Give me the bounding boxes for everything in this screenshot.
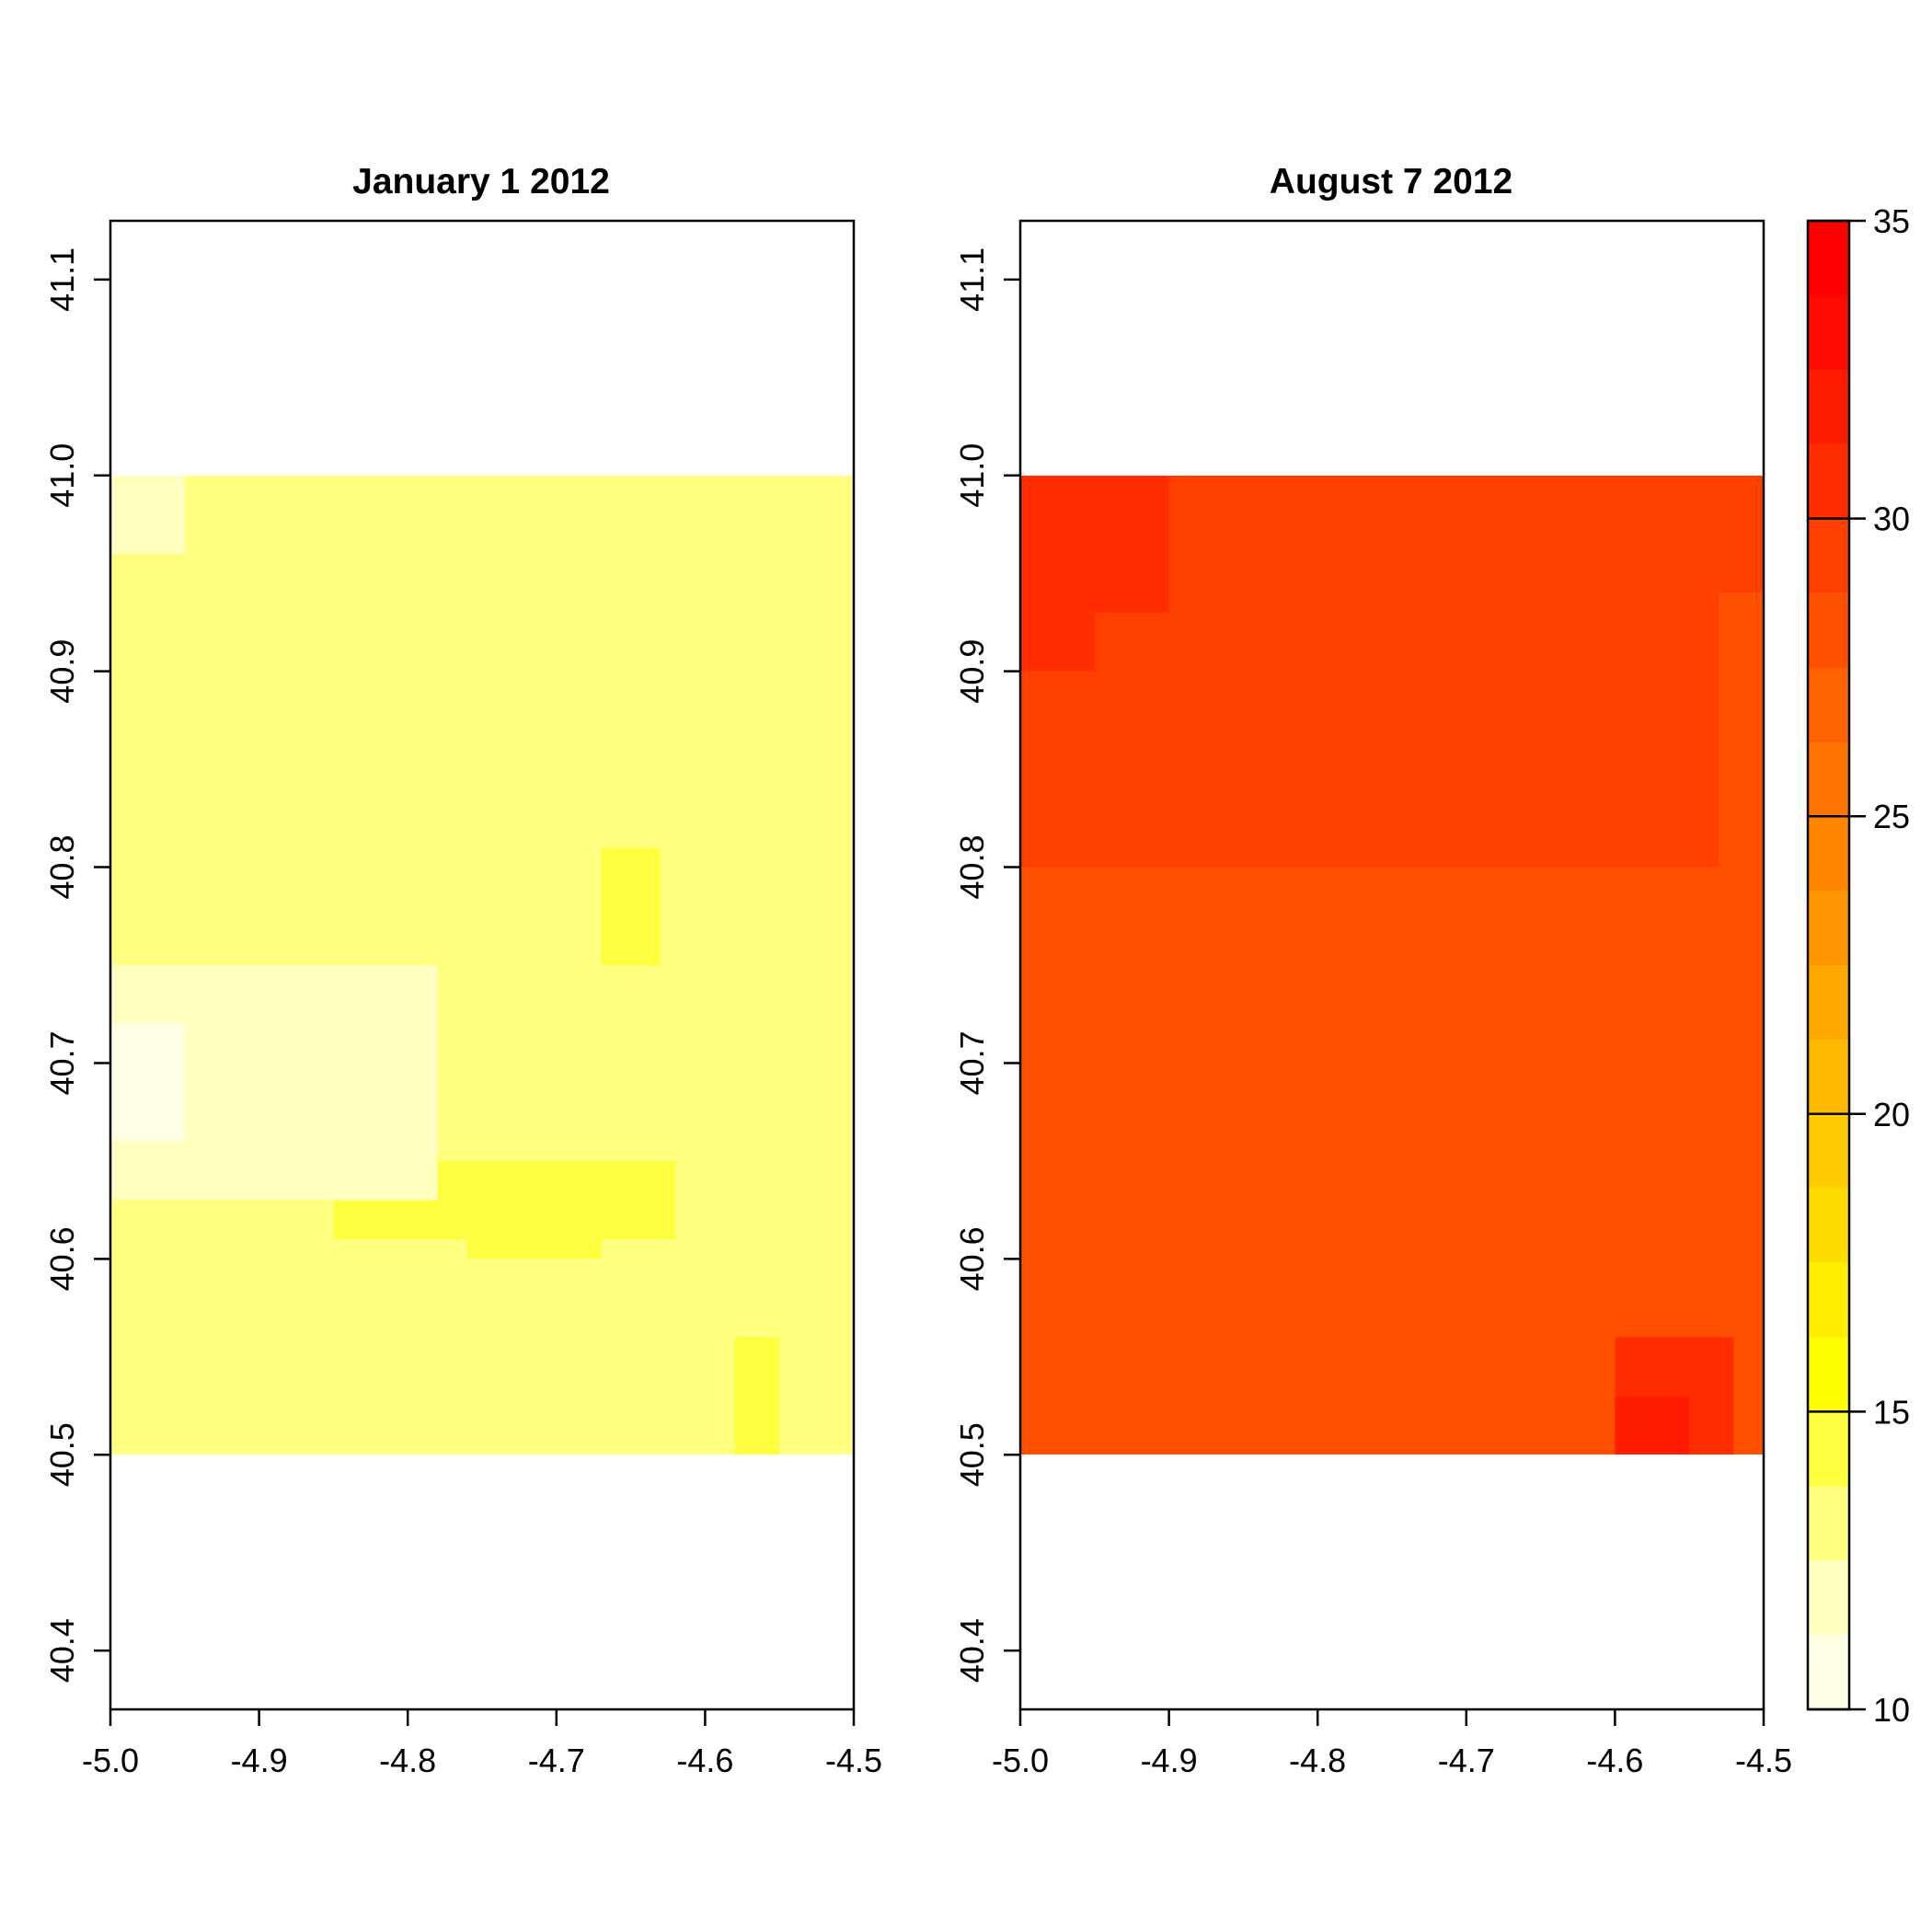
legend-swatch (1808, 1113, 1849, 1189)
legend-swatch (1808, 1337, 1849, 1412)
raster-layer (1020, 475, 1764, 1455)
y-tick-label: 41.0 (953, 443, 991, 508)
x-tick-label: -5.0 (992, 1742, 1049, 1779)
legend-swatch (1808, 1635, 1849, 1709)
x-tick-label: -4.9 (231, 1742, 288, 1779)
legend-swatch (1808, 294, 1849, 370)
x-tick-label: -4.7 (1438, 1742, 1495, 1779)
plot-frame (109, 219, 856, 1711)
raster-cell (809, 553, 854, 711)
y-tick-label: 40.4 (953, 1618, 991, 1683)
y-tick-label: 40.6 (953, 1226, 991, 1291)
x-tick-label: -4.6 (1586, 1742, 1643, 1779)
raster-cell (466, 1160, 602, 1259)
y-tick-label: 40.5 (953, 1422, 991, 1487)
axes: -5.0 -4.9 -4.8 -4.7 -4.6 -4.5 40.4 40.5 40.6 40.7… (953, 219, 1792, 1779)
y-tick-label: 40.4 (43, 1618, 81, 1683)
panel-title: January 1 2012 (352, 162, 610, 201)
legend-swatch (1808, 1486, 1849, 1561)
plot-frame (1018, 219, 1765, 1711)
legend-swatch (1808, 1188, 1849, 1263)
legend-tick-label: 30 (1873, 500, 1910, 538)
panel-august: August 7 2012 -5.0 -4.9 -4.8 -4.7 -4.6 -4.5 40… (953, 162, 1792, 1779)
y-tick-label: 41.1 (953, 247, 991, 312)
legend-swatch (1808, 965, 1849, 1040)
raster-cell (1615, 1396, 1690, 1455)
legend-tick-label: 10 (1873, 1691, 1910, 1729)
legend-tick-label: 15 (1873, 1393, 1910, 1431)
legend-swatch (1808, 1411, 1849, 1487)
x-tick-label: -5.0 (82, 1742, 139, 1779)
x-tick-label: -4.8 (1289, 1742, 1346, 1779)
raster-cell (809, 1063, 854, 1259)
legend-swatch (1808, 1262, 1849, 1338)
legend-tick-label: 35 (1873, 202, 1910, 240)
legend-tick-label: 20 (1873, 1096, 1910, 1133)
y-tick-label: 40.8 (43, 835, 81, 900)
panel-january: January 1 2012 -5.0 -4.9 -4.8 -4.7 -4.6 -4.5 4… (43, 162, 882, 1779)
x-tick-label: -4.5 (1735, 1742, 1792, 1779)
raster-cell (1020, 475, 1169, 613)
x-tick-label: -4.6 (676, 1742, 733, 1779)
legend-swatch (1808, 518, 1849, 593)
y-tick-label: 40.6 (43, 1226, 81, 1291)
x-tick-label: -4.9 (1141, 1742, 1198, 1779)
y-tick-label: 40.5 (43, 1422, 81, 1487)
legend-swatch (1808, 1039, 1849, 1114)
y-tick-label: 40.8 (953, 835, 991, 900)
y-tick-label: 40.9 (43, 639, 81, 704)
y-tick-label: 40.7 (43, 1030, 81, 1095)
axes: -5.0 -4.9 -4.8 -4.7 -4.6 -4.5 40.4 40.5 40.6 40.7… (43, 219, 882, 1779)
legend-swatch (1808, 891, 1849, 965)
y-tick-label: 40.9 (953, 639, 991, 704)
y-tick-label: 40.7 (953, 1030, 991, 1095)
raster-cell (110, 475, 185, 554)
legend-swatch (1808, 742, 1849, 817)
raster-cell (1139, 1004, 1616, 1338)
raster-cell (601, 847, 661, 965)
legend-swatch (1808, 443, 1849, 519)
raster-cell (1020, 612, 1095, 672)
legend-swatch (1808, 667, 1849, 742)
raster-cell (1719, 592, 1764, 1064)
legend-swatch (1808, 221, 1849, 295)
y-tick-label: 41.0 (43, 443, 81, 508)
panel-title: August 7 2012 (1270, 162, 1512, 201)
legend-swatch (1808, 1560, 1849, 1636)
raster-cell (734, 1337, 780, 1455)
raster-cell (1020, 1063, 1095, 1298)
legend-tick-label: 25 (1873, 798, 1910, 835)
raster-layer (110, 475, 854, 1455)
legend-swatch (1808, 816, 1849, 891)
color-legend: 10 15 20 25 30 35 (1806, 202, 1910, 1729)
y-tick-label: 41.1 (43, 247, 81, 312)
x-tick-label: -4.5 (825, 1742, 882, 1779)
raster-cell (110, 1023, 185, 1142)
legend-swatch (1808, 369, 1849, 444)
x-tick-label: -4.8 (379, 1742, 436, 1779)
x-tick-label: -4.7 (528, 1742, 585, 1779)
raster-cell (110, 1356, 557, 1455)
raster-cell (1540, 1102, 1616, 1201)
legend-swatch (1808, 592, 1849, 668)
